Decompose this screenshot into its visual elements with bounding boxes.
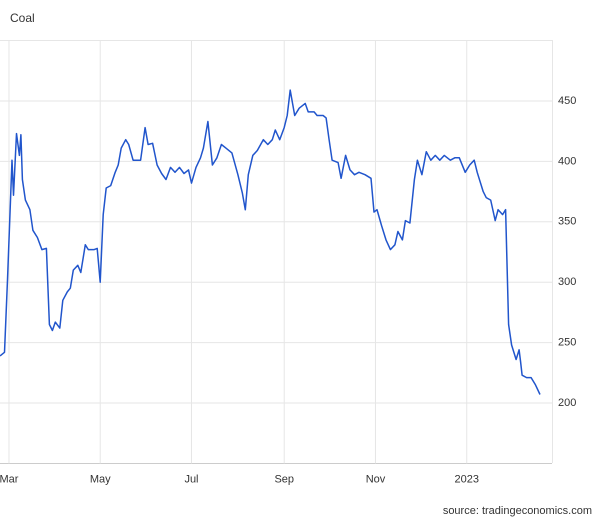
chart-title: Coal xyxy=(10,11,35,25)
source-note: source: tradingeconomics.com xyxy=(443,505,592,517)
y-tick-label: 450 xyxy=(558,95,576,107)
x-tick-label: Sep xyxy=(274,473,294,485)
y-tick-label: 300 xyxy=(558,276,576,288)
y-tick-label: 400 xyxy=(558,155,576,167)
y-tick-label: 350 xyxy=(558,216,576,228)
x-tick-label: May xyxy=(90,473,111,485)
x-tick-label: Jul xyxy=(184,473,198,485)
y-tick-label: 250 xyxy=(558,337,576,349)
x-tick-label: Nov xyxy=(366,473,386,485)
price-line xyxy=(0,89,541,395)
y-tick-label: 200 xyxy=(558,397,576,409)
x-tick-label: 2023 xyxy=(454,473,478,485)
x-tick-label: Mar xyxy=(0,473,19,485)
